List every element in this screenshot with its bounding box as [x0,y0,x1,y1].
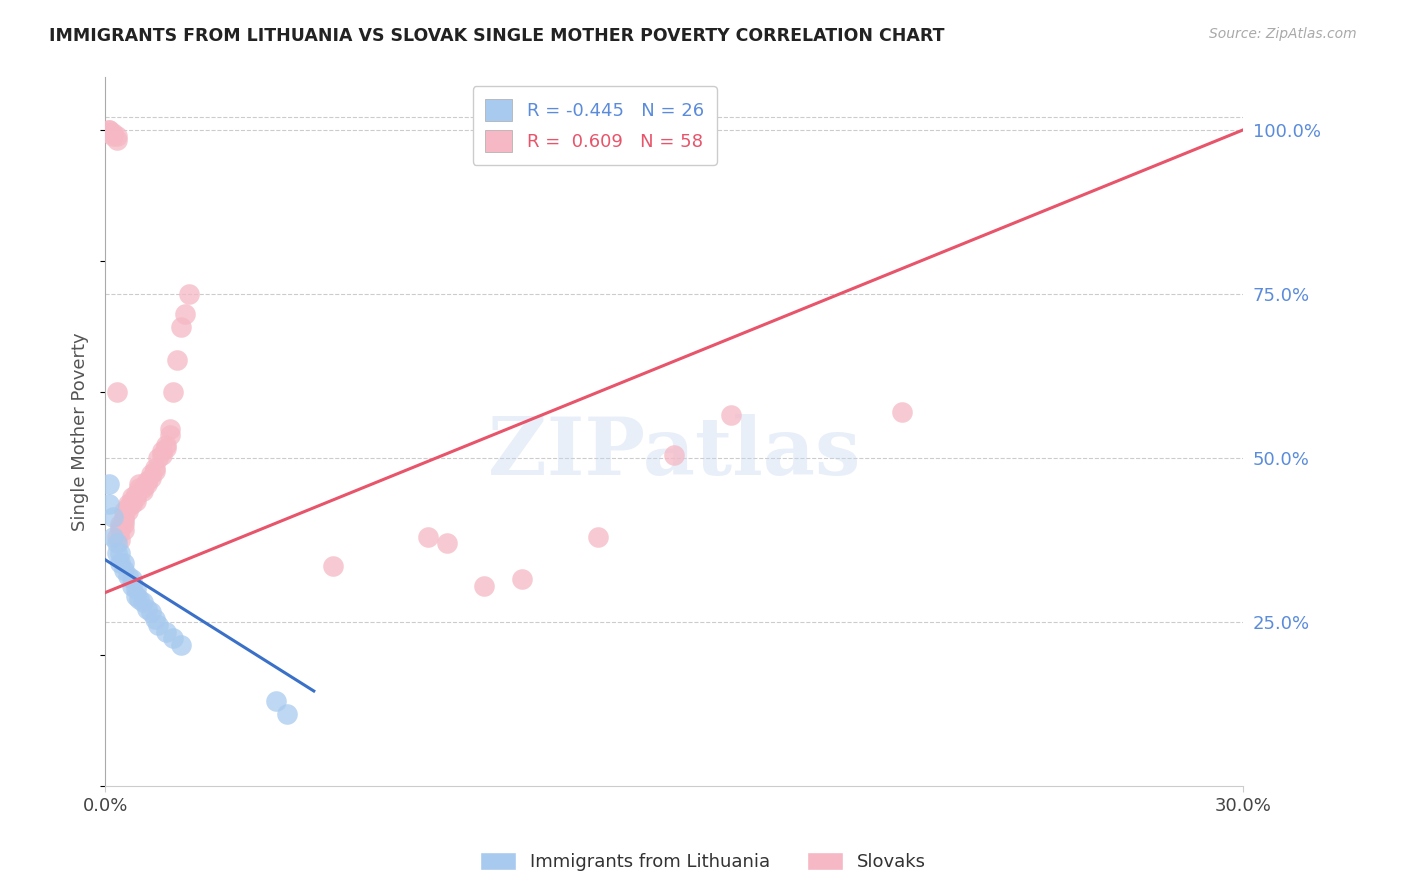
Point [139,605,162,619]
Point [128,477,150,491]
Point [148,618,170,632]
Point [112,513,135,527]
Point [159,428,181,442]
Y-axis label: Single Mother Poverty: Single Mother Poverty [72,333,89,531]
Point [474,579,496,593]
Legend: Immigrants from Lithuania, Slovaks: Immigrants from Lithuania, Slovaks [472,845,934,879]
Point [416,530,439,544]
Point [148,450,170,465]
Point [124,487,146,501]
Point [110,533,132,547]
Point [112,516,135,531]
Point [322,559,344,574]
Point [150,448,173,462]
Point [132,481,155,495]
Point [121,493,143,508]
Point [124,589,146,603]
Point [170,319,193,334]
Point [117,497,139,511]
Point [110,546,132,560]
Point [110,523,132,537]
Point [117,569,139,583]
Point [105,133,128,147]
Point [155,438,177,452]
Point [136,477,159,491]
Point [143,464,166,478]
Point [436,536,458,550]
Legend: R = -0.445   N = 26, R =  0.609   N = 58: R = -0.445 N = 26, R = 0.609 N = 58 [472,87,717,165]
Point [101,129,124,144]
Point [124,493,146,508]
Point [121,579,143,593]
Point [110,556,132,570]
Point [110,516,132,531]
Point [112,503,135,517]
Point [139,467,162,482]
Point [173,307,195,321]
Point [101,510,124,524]
Point [98,123,121,137]
Point [586,530,609,544]
Point [98,126,121,140]
Point [112,510,135,524]
Point [155,624,177,639]
Point [117,503,139,517]
Point [112,563,135,577]
Point [662,448,685,462]
Text: Source: ZipAtlas.com: Source: ZipAtlas.com [1209,27,1357,41]
Point [105,385,128,400]
Point [162,632,184,646]
Point [98,477,121,491]
Point [177,287,200,301]
Point [105,530,128,544]
Point [264,694,287,708]
Point [512,573,534,587]
Point [117,500,139,515]
Point [98,123,121,137]
Point [101,126,124,140]
Point [128,592,150,607]
Point [98,497,121,511]
Point [105,129,128,144]
Point [121,491,143,505]
Point [276,706,298,721]
Point [121,497,143,511]
Point [162,385,184,400]
Point [720,409,742,423]
Text: ZIPatlas: ZIPatlas [488,414,860,492]
Point [136,602,159,616]
Point [159,421,181,435]
Point [124,491,146,505]
Point [150,444,173,458]
Point [112,523,135,537]
Point [132,595,155,609]
Point [136,474,159,488]
Point [143,612,166,626]
Point [105,536,128,550]
Point [166,352,188,367]
Point [128,481,150,495]
Point [143,461,166,475]
Point [110,520,132,534]
Point [132,483,155,498]
Point [155,441,177,455]
Text: IMMIGRANTS FROM LITHUANIA VS SLOVAK SINGLE MOTHER POVERTY CORRELATION CHART: IMMIGRANTS FROM LITHUANIA VS SLOVAK SING… [49,27,945,45]
Point [121,573,143,587]
Point [170,638,193,652]
Point [101,530,124,544]
Point [124,582,146,597]
Point [112,556,135,570]
Point [105,546,128,560]
Point [139,471,162,485]
Point [890,405,912,419]
